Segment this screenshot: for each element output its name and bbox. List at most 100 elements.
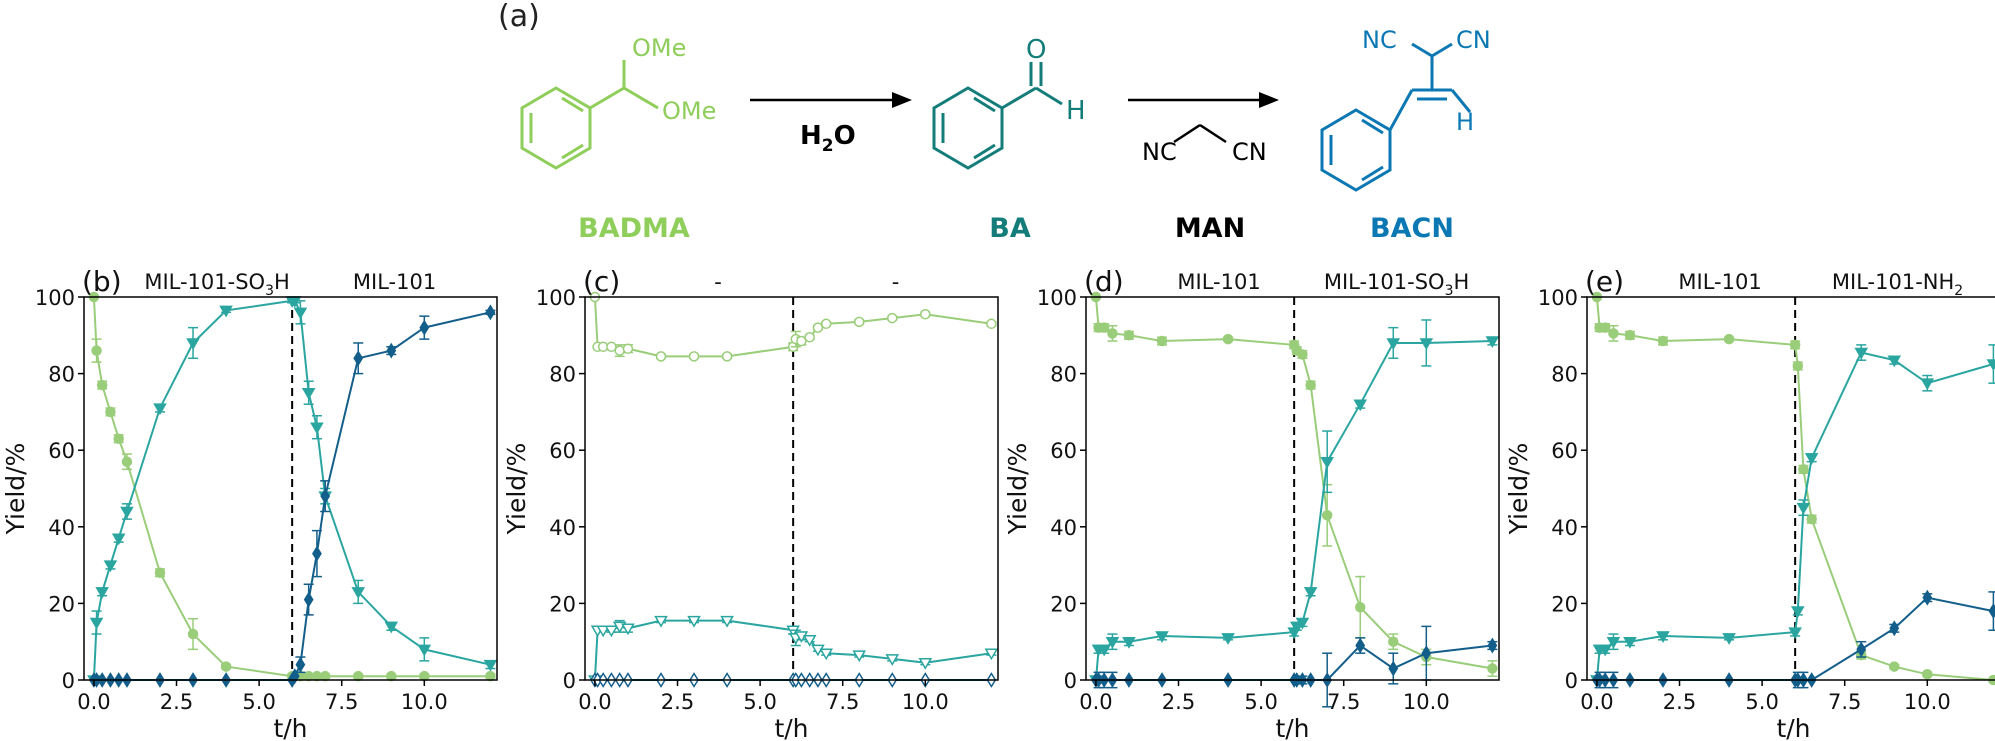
data-point-badma <box>1388 636 1399 647</box>
data-point-ba <box>186 338 200 350</box>
data-point-bacn <box>1922 589 1933 606</box>
data-point-badma <box>796 335 807 347</box>
x-tick-label: 2.5 <box>1663 690 1696 714</box>
bacn-nc-label: NC <box>1362 26 1397 54</box>
catalyst-label-left: - <box>714 270 722 294</box>
data-point-ba <box>802 635 817 647</box>
ba-hydrogen: H <box>1066 96 1086 126</box>
data-point-badma <box>920 308 931 320</box>
x-tick-label: 0.0 <box>77 690 110 714</box>
reaction-arrow-1 <box>750 92 912 108</box>
y-tick-label: 100 <box>1037 286 1077 310</box>
y-tick-label: 60 <box>1551 439 1578 463</box>
y-tick-label: 20 <box>1551 592 1578 616</box>
data-point-ba <box>1320 456 1334 469</box>
data-point-ba <box>819 648 833 661</box>
y-tick-label: 80 <box>48 363 75 387</box>
plot-panel-0: 0 20 40 60 80 100 0.0 2.5 5.0 7.5 10.0 t/h Yield/% (b… <box>1 265 498 741</box>
data-point-badma <box>1297 349 1308 360</box>
y-tick-label: 40 <box>1050 516 1077 540</box>
scheme-panel-label: (a) <box>498 0 540 34</box>
y-tick-label: 80 <box>1050 363 1077 387</box>
data-point-ba <box>852 650 867 663</box>
data-point-badma <box>986 318 997 330</box>
data-point-badma <box>121 456 133 467</box>
data-point-badma <box>1222 333 1234 345</box>
reagent-water: H2O <box>800 121 856 156</box>
data-point-badma <box>622 343 634 354</box>
data-point-ba <box>621 623 635 636</box>
data-point-bacn <box>1856 641 1867 658</box>
y-tick-label: 80 <box>1551 363 1578 387</box>
x-tick-label: 10.0 <box>902 690 949 714</box>
data-point-ba <box>1485 336 1500 349</box>
x-tick-label: 0.0 <box>578 690 611 714</box>
data-point-badma <box>1657 335 1669 347</box>
plot-frame <box>584 296 999 681</box>
y-tick-label: 0 <box>1565 669 1578 693</box>
data-point-bacn <box>320 488 331 505</box>
data-point-ba <box>1788 627 1802 640</box>
data-point-ba <box>1656 631 1670 643</box>
data-point-bacn <box>386 342 397 359</box>
plot-panel-1: 0 20 40 60 80 100 0.0 2.5 5.0 7.5 10.0 t/h Yield/% (c… <box>502 265 999 741</box>
label-man: MAN <box>1175 213 1245 244</box>
x-axis-label: t/h <box>1275 714 1309 741</box>
label-ba: BA <box>989 213 1031 244</box>
data-point-ba <box>1221 633 1235 645</box>
y-tick-label: 0 <box>62 669 75 693</box>
data-point-badma <box>1321 510 1333 521</box>
data-point-bacn <box>419 319 430 336</box>
x-axis-label: t/h <box>1776 714 1810 741</box>
data-point-bacn <box>295 656 306 673</box>
data-point-bacn <box>485 304 496 321</box>
data-point-ba <box>89 617 104 630</box>
data-point-ba <box>1722 633 1736 645</box>
data-point-badma <box>96 379 108 391</box>
x-tick-label: 2.5 <box>160 690 193 714</box>
panel-label: (e) <box>1585 265 1624 298</box>
data-point-bacn <box>1388 660 1399 677</box>
y-tick-label: 60 <box>1050 439 1077 463</box>
data-point-ba <box>219 305 233 318</box>
data-point-badma <box>688 351 700 362</box>
plot-panel-2: 0 20 40 60 80 100 0.0 2.5 5.0 7.5 10.0 t/h Yield/% (d… <box>1003 265 1500 741</box>
data-point-badma <box>1107 328 1118 339</box>
catalyst-label-left: MIL-101-SO3H <box>144 270 289 299</box>
x-tick-label: 7.5 <box>826 690 859 714</box>
y-axis-label: Yield/% <box>1504 443 1533 536</box>
catalyst-label-right: MIL-101 <box>353 270 436 294</box>
y-tick-label: 20 <box>1050 592 1077 616</box>
y-tick-label: 0 <box>1064 669 1077 693</box>
data-point-ba <box>687 615 701 628</box>
catalyst-label-right: MIL-101-SO3H <box>1324 270 1469 299</box>
y-tick-label: 100 <box>536 286 576 310</box>
x-tick-label: 10.0 <box>401 690 448 714</box>
x-axis-label: t/h <box>273 714 307 741</box>
panel-label: (b) <box>82 265 122 298</box>
label-badma: BADMA <box>578 213 690 244</box>
x-axis-label: t/h <box>774 714 808 741</box>
x-tick-label: 0.0 <box>1079 690 1112 714</box>
x-tick-label: 0.0 <box>1580 690 1613 714</box>
data-point-badma <box>105 406 116 418</box>
reaction-arrow-2 <box>1128 92 1279 108</box>
badma-structure <box>520 60 659 170</box>
x-tick-label: 5.0 <box>743 690 776 714</box>
data-point-ba <box>120 506 134 519</box>
data-point-ba <box>1122 636 1136 649</box>
data-point-bacn <box>1487 637 1498 654</box>
data-point-ba <box>153 403 167 416</box>
y-axis-label: Yield/% <box>1 443 30 536</box>
y-tick-label: 20 <box>549 592 576 616</box>
data-point-ba <box>1386 338 1401 350</box>
data-point-badma <box>1098 322 1110 333</box>
data-point-badma <box>887 312 898 324</box>
y-tick-label: 40 <box>1551 516 1578 540</box>
data-point-badma <box>1156 335 1168 347</box>
data-point-ba <box>483 659 498 672</box>
data-point-badma <box>91 345 102 356</box>
data-point-ba <box>1105 636 1120 649</box>
data-point-ba <box>1920 378 1935 391</box>
data-point-badma <box>1889 661 1900 672</box>
